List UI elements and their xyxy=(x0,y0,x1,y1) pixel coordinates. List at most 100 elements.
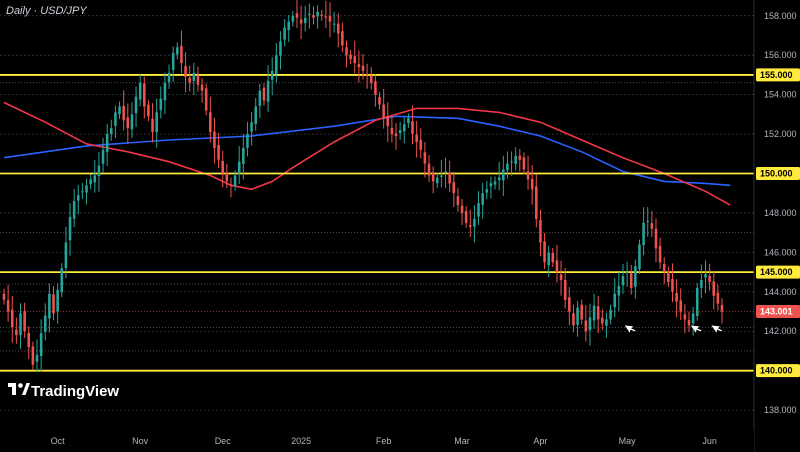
candle xyxy=(411,105,414,145)
candle xyxy=(192,62,196,95)
candle xyxy=(316,5,319,29)
candle-body xyxy=(353,56,357,64)
candle-body xyxy=(308,13,311,15)
y-tick-label: 152.000 xyxy=(764,129,797,139)
y-tick-label: 146.000 xyxy=(764,247,797,257)
candle xyxy=(510,151,513,176)
candle-body xyxy=(460,205,464,213)
candle xyxy=(134,86,138,127)
candle-body xyxy=(440,175,443,177)
candle-body xyxy=(568,297,571,312)
candle-body xyxy=(547,252,550,266)
candle-body xyxy=(592,305,596,321)
candle xyxy=(349,49,352,65)
candle xyxy=(481,182,484,219)
candle-body xyxy=(448,172,451,184)
last-price-tag[interactable]: 143.001 xyxy=(0,305,800,319)
candle-body xyxy=(155,112,158,133)
x-tick-label: Feb xyxy=(376,436,392,446)
candle xyxy=(163,72,167,115)
candle-body xyxy=(283,27,286,40)
candle-body xyxy=(89,179,92,185)
candle xyxy=(435,172,439,189)
candle-body xyxy=(469,225,472,227)
candle xyxy=(485,180,489,200)
candle-body xyxy=(588,317,592,331)
candle xyxy=(101,137,105,173)
candle-body xyxy=(382,104,385,119)
logo-dot-shape xyxy=(18,383,23,388)
candle xyxy=(110,119,113,141)
candle-body xyxy=(258,90,262,106)
candle xyxy=(258,83,262,118)
time-axis[interactable]: Oct Nov Dec 2025 Feb Mar Apr May Jun xyxy=(0,430,754,452)
candle xyxy=(460,198,464,225)
candle xyxy=(551,248,555,268)
candle-body xyxy=(415,134,418,142)
candle xyxy=(568,287,571,326)
candle xyxy=(31,341,35,370)
candle-body xyxy=(213,131,216,148)
candle xyxy=(15,317,18,344)
candle xyxy=(497,161,501,191)
candle xyxy=(176,42,179,60)
candle xyxy=(35,339,39,373)
level-tag-label: 145.000 xyxy=(760,267,793,277)
candle xyxy=(188,65,191,92)
candle xyxy=(572,304,575,333)
candle-body xyxy=(200,84,204,91)
candle-body xyxy=(361,65,365,71)
candle xyxy=(609,304,612,325)
candle xyxy=(518,149,522,172)
candle-body xyxy=(625,272,629,274)
candle-body xyxy=(291,15,295,22)
level-price-tag[interactable]: 155.000 xyxy=(756,68,800,82)
candle xyxy=(85,178,88,205)
candle-body xyxy=(81,191,84,193)
tradingview-logo-icon xyxy=(8,383,30,395)
candle-body xyxy=(138,82,142,100)
moving-averages xyxy=(3,101,731,206)
candle-body xyxy=(419,140,423,150)
candle-body xyxy=(299,19,303,24)
candle-body xyxy=(233,175,237,186)
candle xyxy=(242,134,245,180)
candle-body xyxy=(60,268,64,293)
candle-body xyxy=(559,274,563,280)
candle-body xyxy=(167,72,171,83)
level-price-tag[interactable]: 150.000 xyxy=(756,167,800,181)
candle-body xyxy=(217,144,220,160)
candle xyxy=(638,239,641,275)
level-price-tag[interactable]: 145.000 xyxy=(756,265,800,279)
candle-body xyxy=(279,41,282,56)
candle xyxy=(419,128,423,159)
level-tag-label: 155.000 xyxy=(760,70,793,80)
candle-body xyxy=(43,315,47,333)
candle-body xyxy=(629,273,633,288)
candle-body xyxy=(316,11,319,17)
candle-body xyxy=(477,203,480,217)
candle-body xyxy=(522,157,526,170)
candle xyxy=(530,165,534,205)
candle xyxy=(237,146,241,184)
candle-body xyxy=(64,242,68,269)
candle xyxy=(320,9,324,21)
level-price-tag[interactable]: 140.000 xyxy=(756,364,800,378)
candle-body xyxy=(402,124,406,132)
candle-body xyxy=(134,96,138,114)
candle-body xyxy=(390,127,394,135)
candle xyxy=(712,271,716,310)
candle-body xyxy=(68,216,72,241)
tradingview-wordmark: TradingView xyxy=(31,383,119,400)
candle xyxy=(60,263,64,298)
candle xyxy=(275,43,278,83)
x-tick-label: May xyxy=(619,436,637,446)
candle xyxy=(308,3,311,29)
candle-body xyxy=(328,15,332,22)
candle-body xyxy=(601,317,604,324)
candle xyxy=(625,261,629,287)
candle-body xyxy=(349,54,352,60)
